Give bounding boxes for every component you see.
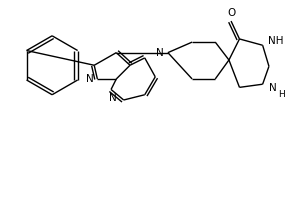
Text: N: N — [86, 74, 94, 84]
Text: N: N — [269, 83, 277, 93]
Text: N: N — [156, 48, 163, 58]
Text: NH: NH — [268, 36, 283, 46]
Text: O: O — [227, 8, 235, 18]
Text: H: H — [278, 90, 285, 99]
Text: N: N — [109, 93, 117, 103]
